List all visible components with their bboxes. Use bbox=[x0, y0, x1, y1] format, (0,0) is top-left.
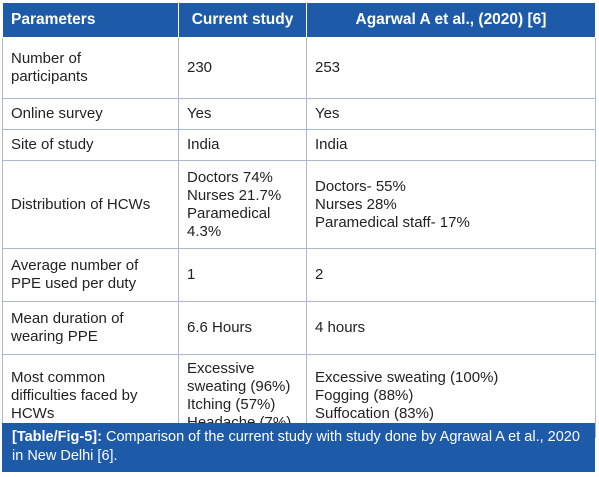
table-row: Number of participants 230 253 bbox=[2, 37, 596, 99]
cell-line: 1 bbox=[187, 266, 196, 283]
cell-line: Doctors 74% bbox=[187, 168, 273, 186]
cell-line: Distribution of HCWs bbox=[11, 195, 151, 213]
cell-line: Nurses 28% bbox=[315, 195, 397, 213]
header-parameters: Parameters bbox=[2, 2, 179, 38]
cell-line: 6.6 Hours bbox=[187, 319, 253, 336]
table-row: Average number of PPE used per duty 1 2 bbox=[2, 248, 596, 302]
cell-line: Number of bbox=[11, 50, 82, 67]
parameter-cell: Mean duration of wearing PPE bbox=[2, 301, 179, 355]
parameter-cell: Site of study bbox=[2, 129, 179, 161]
current-study-cell: 1 bbox=[178, 248, 307, 302]
header-agarwal-study: Agarwal A et al., (2020) [6] bbox=[306, 2, 596, 38]
current-study-cell: Yes bbox=[178, 98, 307, 130]
cell-line: Mean duration of bbox=[11, 310, 124, 327]
parameter-cell: Number of participants bbox=[2, 37, 179, 99]
cell-line: Paramedical staff- 17% bbox=[315, 213, 470, 231]
current-study-cell: 230 bbox=[178, 37, 307, 99]
table-caption: [Table/Fig-5]: Comparison of the current… bbox=[2, 423, 595, 472]
table-header-row: Parameters Current study Agarwal A et al… bbox=[2, 2, 596, 38]
table-row: Distribution of HCWs Doctors 74% Nurses … bbox=[2, 160, 596, 249]
cell-line: 253 bbox=[315, 59, 341, 76]
cell-line: Paramedical bbox=[187, 204, 271, 222]
cell-line: 230 bbox=[187, 59, 213, 76]
agarwal-study-cell: 4 hours bbox=[306, 301, 596, 355]
cell-line: India bbox=[187, 136, 220, 153]
cell-line: Excessive sweating (100%) bbox=[315, 369, 499, 386]
cell-line: Fogging (88%) bbox=[315, 387, 414, 404]
comparison-table: Parameters Current study Agarwal A et al… bbox=[2, 2, 596, 438]
cell-line: Excessive bbox=[187, 360, 255, 377]
agarwal-study-cell: 253 bbox=[306, 37, 596, 99]
parameter-cell: Average number of PPE used per duty bbox=[2, 248, 179, 302]
current-study-cell: India bbox=[178, 129, 307, 161]
cell-line: Online survey bbox=[11, 105, 103, 122]
cell-line: PPE used per duty bbox=[11, 275, 137, 292]
cell-line: Suffocation (83%) bbox=[315, 405, 434, 422]
cell-line: Itching (57%) bbox=[187, 396, 276, 413]
table-row: Online survey Yes Yes bbox=[2, 98, 596, 130]
cell-line: 4 hours bbox=[315, 319, 366, 336]
cell-line: Nurses 21.7% bbox=[187, 186, 282, 204]
caption-tag: [Table/Fig-5]: bbox=[12, 429, 102, 445]
cell-line: 4.3% bbox=[187, 222, 222, 240]
agarwal-study-cell: Yes bbox=[306, 98, 596, 130]
current-study-cell: 6.6 Hours bbox=[178, 301, 307, 355]
parameter-cell: Online survey bbox=[2, 98, 179, 130]
cell-line: India bbox=[315, 136, 348, 153]
table-row: Site of study India India bbox=[2, 129, 596, 161]
cell-line: wearing PPE bbox=[11, 328, 98, 345]
caption-text: Comparison of the current study with stu… bbox=[12, 429, 580, 464]
agarwal-study-cell: 2 bbox=[306, 248, 596, 302]
cell-line: Yes bbox=[187, 105, 212, 122]
cell-line: Average number of bbox=[11, 257, 139, 274]
cell-line: Doctors- 55% bbox=[315, 177, 406, 195]
cell-line: HCWs bbox=[11, 405, 55, 422]
table-row: Mean duration of wearing PPE 6.6 Hours 4… bbox=[2, 301, 596, 355]
cell-line: Most common bbox=[11, 369, 106, 386]
agarwal-study-cell: Doctors- 55% Nurses 28% Paramedical staf… bbox=[306, 160, 596, 249]
cell-line: participants bbox=[11, 68, 88, 85]
cell-line: difficulties faced by bbox=[11, 387, 138, 404]
current-study-cell: Doctors 74% Nurses 21.7% Paramedical 4.3… bbox=[178, 160, 307, 249]
header-current-study: Current study bbox=[178, 2, 307, 38]
parameter-cell: Distribution of HCWs bbox=[2, 160, 179, 249]
cell-line: Site of study bbox=[11, 136, 94, 153]
cell-line: Yes bbox=[315, 105, 340, 122]
cell-line: sweating (96%) bbox=[187, 378, 291, 395]
cell-line: 2 bbox=[315, 266, 324, 283]
agarwal-study-cell: India bbox=[306, 129, 596, 161]
